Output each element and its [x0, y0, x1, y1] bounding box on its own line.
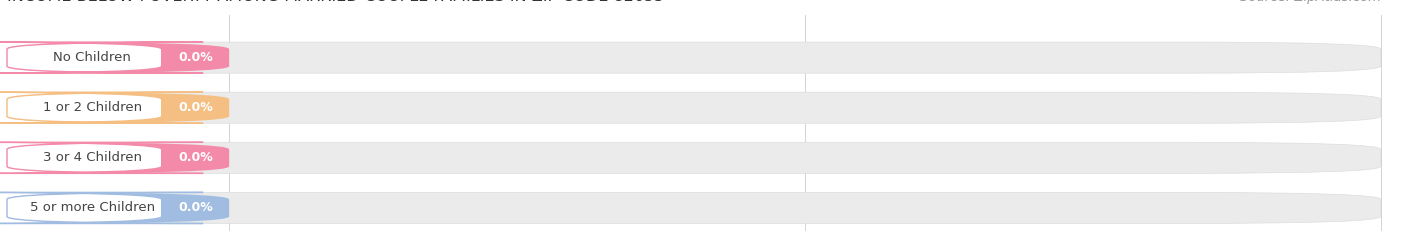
FancyBboxPatch shape — [7, 192, 229, 223]
FancyBboxPatch shape — [7, 142, 229, 173]
FancyBboxPatch shape — [7, 192, 1381, 223]
Text: 0.0%: 0.0% — [179, 202, 212, 214]
FancyBboxPatch shape — [7, 92, 229, 123]
FancyBboxPatch shape — [7, 142, 1381, 173]
Text: 5 or more Children: 5 or more Children — [30, 202, 155, 214]
Text: INCOME BELOW POVERTY AMONG MARRIED-COUPLE FAMILIES IN ZIP CODE 82635: INCOME BELOW POVERTY AMONG MARRIED-COUPL… — [7, 0, 664, 3]
FancyBboxPatch shape — [0, 192, 204, 223]
Text: 3 or 4 Children: 3 or 4 Children — [42, 151, 142, 164]
FancyBboxPatch shape — [0, 142, 204, 173]
FancyBboxPatch shape — [7, 92, 1381, 123]
Text: Source: ZipAtlas.com: Source: ZipAtlas.com — [1240, 0, 1381, 3]
Text: No Children: No Children — [53, 51, 131, 64]
FancyBboxPatch shape — [0, 92, 204, 123]
Text: 0.0%: 0.0% — [179, 51, 212, 64]
FancyBboxPatch shape — [7, 42, 229, 73]
Text: 0.0%: 0.0% — [179, 151, 212, 164]
Text: 0.0%: 0.0% — [179, 101, 212, 114]
FancyBboxPatch shape — [0, 42, 204, 73]
FancyBboxPatch shape — [7, 42, 1381, 73]
Text: 1 or 2 Children: 1 or 2 Children — [42, 101, 142, 114]
